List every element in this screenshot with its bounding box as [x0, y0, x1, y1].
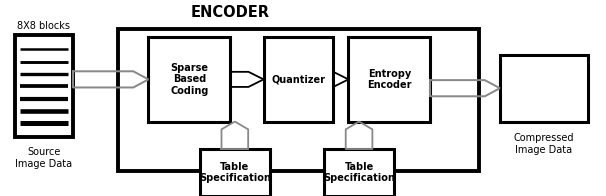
Bar	[324, 149, 394, 196]
Text: Sparse
Based
Coding: Sparse Based Coding	[170, 63, 208, 96]
Bar	[15, 35, 73, 137]
Bar	[200, 149, 270, 196]
Bar	[118, 29, 479, 171]
Text: Source
Image Data: Source Image Data	[15, 147, 73, 169]
Text: Quantizer: Quantizer	[271, 74, 325, 84]
Text: 8X8 blocks: 8X8 blocks	[18, 21, 70, 31]
Text: Compressed
Image Data: Compressed Image Data	[514, 133, 574, 155]
Bar	[500, 55, 588, 122]
Text: ENCODER: ENCODER	[191, 5, 270, 20]
Bar	[348, 37, 430, 122]
Text: Table
Specification: Table Specification	[323, 162, 395, 183]
Bar	[264, 37, 333, 122]
Bar	[148, 37, 230, 122]
Text: Table
Specification: Table Specification	[199, 162, 271, 183]
Text: Entropy
Encoder: Entropy Encoder	[367, 69, 411, 90]
